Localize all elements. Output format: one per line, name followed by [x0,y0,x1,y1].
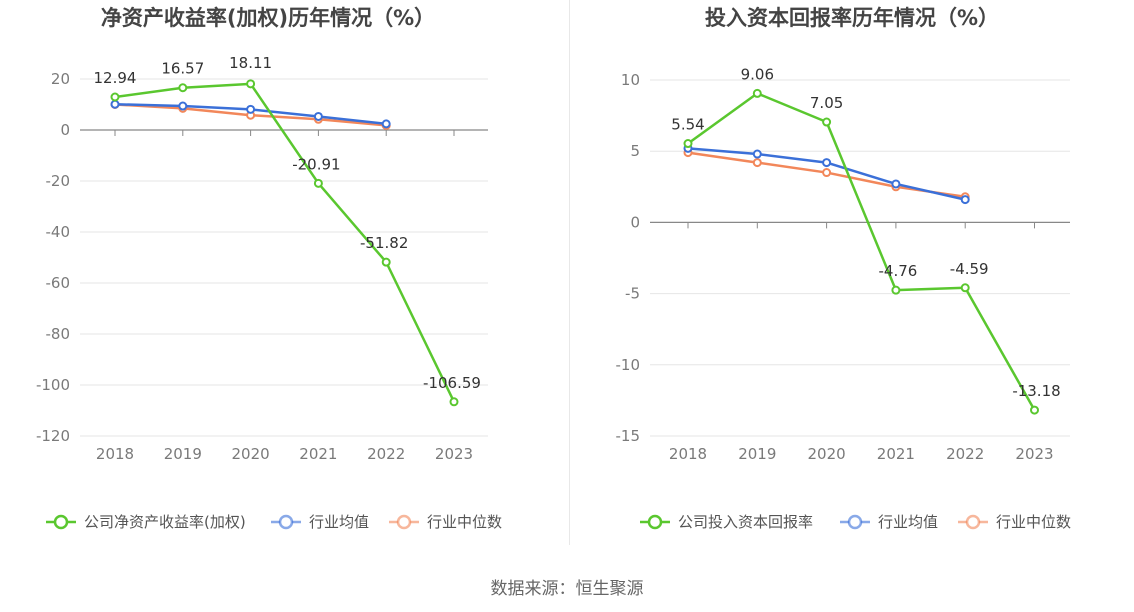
roe-chart-svg: 净资产收益率(加权)历年情况（%） 20 0 -20 -40 -60 -80 -100 -120… [36,6,502,531]
roic-series-line-company [687,92,1036,411]
roe-data-label: 16.57 [161,60,204,78]
roic-point-industry-avg [752,149,762,159]
roic-legend-marker [847,514,863,530]
roe-y-tick-label: -40 [46,223,71,241]
roe-legend-marker [278,514,294,530]
roic-y-tick-label: -5 [625,285,640,303]
roic-y-tick-label: 5 [630,142,640,160]
roic-x-tick-label: 2020 [808,445,846,463]
roe-chart-title: 净资产收益率(加权)历年情况（%） [101,6,435,30]
roic-y-tick-label: 0 [630,213,640,231]
roic-x-tick-label: 2021 [877,445,915,463]
roe-point-industry-avg [313,111,323,121]
roe-x-tick-label: 2019 [164,445,202,463]
roic-point-company [683,139,693,149]
roic-data-label: 7.05 [810,94,843,112]
roic-point-company [752,88,762,98]
roic-legend-item-company: 公司投入资本回报率 [640,513,813,531]
roic-y-tick-label: -10 [616,356,641,374]
roic-legend-label: 行业均值 [878,513,938,531]
roic-data-label: -4.76 [878,262,917,280]
roic-x-tick-label: 2023 [1015,445,1053,463]
roic-point-industry-avg [822,158,832,168]
roic-legend-item-industry-avg: 行业均值 [840,513,938,531]
roic-data-label: 5.54 [671,116,704,134]
roe-chart-panel: 净资产收益率(加权)历年情况（%） 20 0 -20 -40 -60 -80 -100 -120… [0,0,568,560]
roe-series-line-company [114,82,456,403]
panel-divider [569,0,570,545]
roe-legend-label: 行业中位数 [427,513,502,531]
roe-point-company [449,397,459,407]
roe-point-industry-avg [110,99,120,109]
roe-point-industry-avg [246,104,256,114]
roe-data-label: 18.11 [229,54,272,72]
roe-y-tick-label: -100 [36,376,70,394]
roe-legend-item-industry-median: 行业中位数 [389,513,502,531]
roe-data-label: -51.82 [360,234,408,252]
roe-y-tick-label: -120 [36,427,70,445]
roe-x-tick-label: 2023 [435,445,473,463]
roe-legend-label: 公司净资产收益率(加权) [84,513,246,531]
roe-point-company [313,178,323,188]
roe-x-tick-label: 2018 [96,445,134,463]
roic-chart-panel: 投入资本回报率历年情况（%） 10 5 0 -5 -10 -15 2018 2019 2020 20… [570,0,1134,560]
roic-data-label: -4.59 [950,260,989,278]
roic-legend-marker [647,514,663,530]
roic-chart-svg: 投入资本回报率历年情况（%） 10 5 0 -5 -10 -15 2018 2019 2020 20… [616,6,1072,531]
roic-point-company [822,117,832,127]
roe-x-tick-label: 2022 [367,445,405,463]
roic-legend-label: 行业中位数 [996,513,1071,531]
roe-legend-label: 行业均值 [309,513,369,531]
roe-x-tick-label: 2021 [299,445,337,463]
roic-legend-marker [965,514,981,530]
roic-point-company [891,285,901,295]
roe-legend-item-company: 公司净资产收益率(加权) [46,513,246,531]
roe-point-company [381,257,391,267]
roe-y-tick-label: -80 [46,325,71,343]
roic-point-industry-avg [960,195,970,205]
roic-legend-label: 公司投入资本回报率 [678,513,813,531]
roe-data-label: -106.59 [423,374,481,392]
roic-x-tick-label: 2019 [738,445,776,463]
roe-point-company [246,79,256,89]
roic-data-label: 9.06 [741,65,774,83]
roe-point-industry-avg [178,101,188,111]
roic-x-tick-label: 2018 [669,445,707,463]
roe-legend-item-industry-avg: 行业均值 [271,513,369,531]
roic-y-tick-label: 10 [621,71,640,89]
roic-x-tick-label: 2022 [946,445,984,463]
roe-y-tick-label: -60 [46,274,71,292]
source-note: 数据来源：恒生聚源 [490,579,644,599]
roic-point-industry-avg [891,179,901,189]
roic-chart-title: 投入资本回报率历年情况（%） [705,6,999,30]
roe-point-industry-avg [381,119,391,129]
roe-y-tick-label: -20 [46,172,71,190]
roe-x-tick-label: 2020 [232,445,270,463]
roic-data-label: -13.18 [1012,382,1060,400]
roe-data-label: -20.91 [292,155,340,173]
roic-point-company [960,283,970,293]
roe-y-tick-label: 20 [51,70,70,88]
roe-y-tick-label: 0 [60,121,70,139]
roe-legend-marker [53,514,69,530]
roic-point-company [1030,405,1039,415]
roic-point-industry-median [822,168,832,178]
roe-point-company [110,92,120,102]
roic-point-industry-median [752,158,762,168]
roe-legend-marker [396,514,412,530]
roic-legend-item-industry-median: 行业中位数 [958,513,1071,531]
roic-y-tick-label: -15 [616,427,641,445]
roe-data-label: 12.94 [94,69,137,87]
roe-point-company [178,83,188,93]
